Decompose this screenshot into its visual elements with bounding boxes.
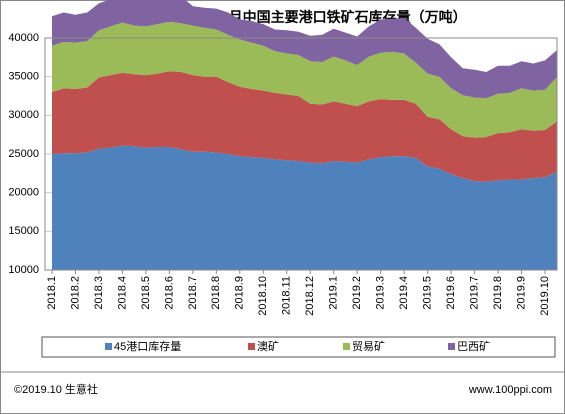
legend-label: 45港口库存量 bbox=[114, 339, 181, 353]
x-tick-label: 2018.12 bbox=[304, 276, 316, 316]
x-tick-label: 2018.9 bbox=[234, 276, 246, 310]
legend-swatch bbox=[343, 343, 350, 350]
x-tick-label: 2019.6 bbox=[445, 276, 457, 310]
plot-border bbox=[44, 37, 558, 271]
x-tick-label: 2018.3 bbox=[93, 276, 105, 310]
x-tick-label: 2018.8 bbox=[210, 276, 222, 310]
x-tick-label: 2018.11 bbox=[281, 276, 293, 315]
area bbox=[52, 0, 557, 99]
axes: 10000 15000 20000 25000 30000 35000 40000 2018.… bbox=[8, 32, 551, 316]
y-tick-label: 40000 bbox=[8, 32, 39, 44]
x-tick-label: 2019.9 bbox=[515, 276, 527, 310]
legend-swatch bbox=[448, 343, 455, 350]
x-tick-label: 2019.8 bbox=[492, 276, 504, 310]
x-tick-label: 2019.3 bbox=[375, 276, 387, 310]
x-tick-label: 2018.6 bbox=[163, 276, 175, 310]
x-tick-label: 2018.5 bbox=[140, 276, 152, 310]
x-tick-label: 2018.10 bbox=[257, 276, 269, 316]
x-tick-label: 2018.4 bbox=[116, 276, 128, 310]
footer-left: ©2019.10 生意社 bbox=[14, 382, 98, 396]
legend-label: 贸易矿 bbox=[352, 340, 385, 353]
x-tick-label: 2019.7 bbox=[468, 276, 480, 310]
footer-right: www.100ppi.com bbox=[468, 384, 552, 396]
y-tick-label: 35000 bbox=[8, 71, 39, 83]
areas bbox=[52, 0, 557, 270]
y-tick-label: 20000 bbox=[8, 187, 39, 199]
y-tick-label: 15000 bbox=[8, 225, 39, 237]
x-tick-label: 2019.5 bbox=[422, 276, 434, 310]
area bbox=[52, 71, 557, 182]
area bbox=[52, 21, 557, 138]
legend-label: 巴西矿 bbox=[457, 340, 490, 353]
x-tick-label: 2019.10 bbox=[539, 276, 551, 316]
legend-swatch bbox=[105, 343, 112, 350]
y-tick-label: 10000 bbox=[8, 264, 39, 276]
area bbox=[52, 145, 557, 270]
x-tick-label: 2018.2 bbox=[69, 276, 81, 310]
legend: 45港口库存量 澳矿 贸易矿 巴西矿 bbox=[105, 339, 490, 353]
y-tick-label: 30000 bbox=[8, 109, 39, 121]
legend-label: 澳矿 bbox=[257, 340, 279, 353]
x-tick-label: 2019.1 bbox=[328, 276, 340, 310]
legend-box bbox=[41, 336, 556, 358]
y-tick-label: 25000 bbox=[8, 148, 39, 160]
x-tick-label: 2018.7 bbox=[187, 276, 199, 310]
legend-swatch bbox=[248, 343, 255, 350]
x-tick-label: 2018.1 bbox=[46, 276, 58, 310]
x-tick-label: 2019.2 bbox=[351, 276, 363, 310]
x-tick-label: 2019.4 bbox=[398, 276, 410, 310]
